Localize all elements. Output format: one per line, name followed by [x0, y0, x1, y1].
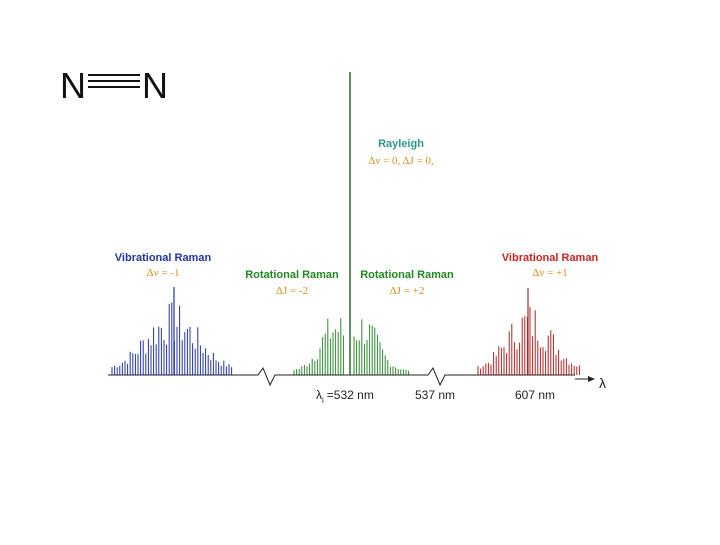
label-title: Rotational Raman	[360, 269, 454, 281]
symbol: λ	[316, 388, 322, 402]
atom: N	[142, 65, 168, 106]
tick-label: 537 nm	[415, 388, 455, 402]
label-subtitle: ΔJ = +2	[390, 285, 425, 297]
label-title: Vibrational Raman	[502, 252, 599, 264]
label-title: Rotational Raman	[245, 269, 339, 281]
baseline	[108, 366, 575, 387]
subscript: i	[322, 396, 324, 405]
tick-text: =532 nm	[327, 388, 374, 402]
label-subtitle: Δν = 0, ΔJ = 0,	[368, 155, 434, 167]
axis-label: λ	[599, 375, 606, 391]
arrow-head	[588, 376, 595, 382]
label-title: Vibrational Raman	[115, 252, 212, 264]
tick-label: λi =532 nm	[316, 388, 374, 405]
label-subtitle: ΔJ = -2	[276, 285, 308, 297]
tick-label: 607 nm	[515, 388, 555, 402]
label-title: Rayleigh	[378, 138, 424, 150]
label-subtitle: Δν = +1	[532, 267, 567, 279]
atom: N	[60, 65, 86, 106]
label-subtitle: Δν = -1	[147, 267, 180, 279]
spectrum	[111, 72, 580, 375]
